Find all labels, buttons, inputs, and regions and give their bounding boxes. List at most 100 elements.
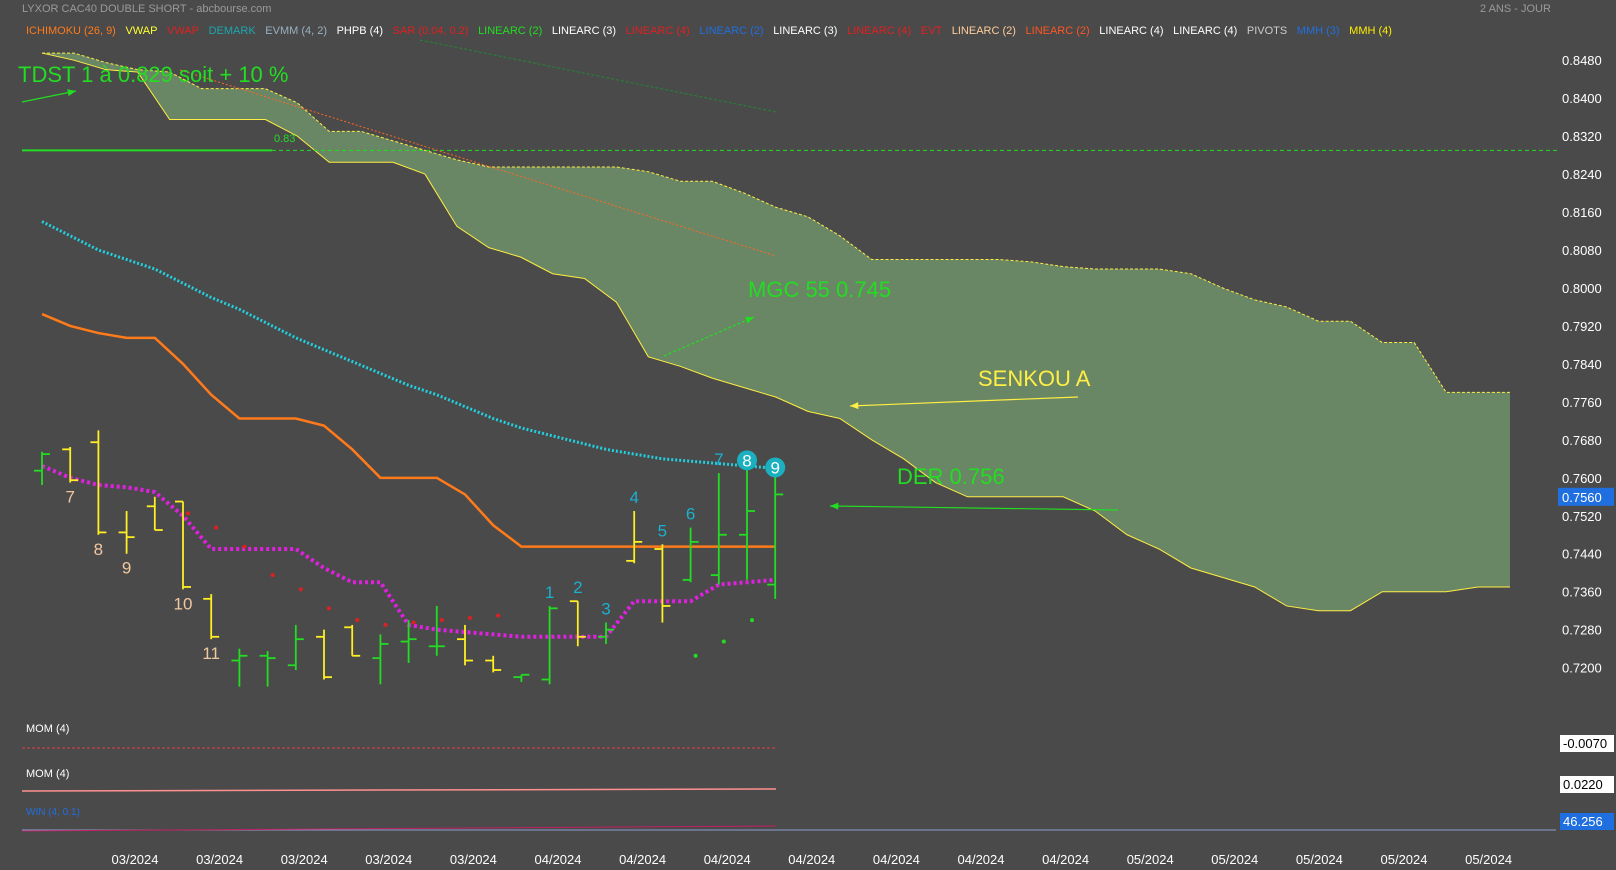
y-axis: 0.8480 0.8400 0.8320 0.8240 0.8160 0.8080 0.80… bbox=[1558, 53, 1614, 676]
ohlc-bar bbox=[569, 600, 586, 647]
x-axis: 03/2024 03/2024 03/2024 03/2024 03/2024 04/20… bbox=[112, 852, 1513, 867]
demark-count: 7 bbox=[714, 450, 723, 469]
subpanel-win-label: WIN (4, 0.1) bbox=[26, 807, 80, 818]
demark-count: 8 bbox=[94, 540, 103, 559]
demark-count: 11 bbox=[202, 644, 220, 663]
sar-dot bbox=[383, 622, 388, 627]
chart-title: LYXOR CAC40 DOUBLE SHORT - abcbourse.com bbox=[22, 3, 271, 15]
ohlc-bar bbox=[428, 605, 445, 656]
legend-item[interactable]: LINEARC (4) bbox=[1173, 25, 1237, 37]
x-tick-label: 04/2024 bbox=[535, 852, 582, 867]
x-tick-label: 03/2024 bbox=[281, 852, 328, 867]
sar-dot bbox=[411, 620, 416, 625]
y-tick-label: 0.7680 bbox=[1562, 433, 1602, 448]
y-tick-label: 0.7280 bbox=[1562, 623, 1602, 638]
demark-count: 10 bbox=[174, 594, 193, 613]
ohlc-bar bbox=[316, 629, 332, 680]
legend-item[interactable]: ICHIMOKU (26, 9) bbox=[26, 25, 116, 37]
y-tick-label: 0.7360 bbox=[1562, 585, 1602, 600]
x-tick-label: 03/2024 bbox=[365, 852, 412, 867]
x-tick-label: 03/2024 bbox=[450, 852, 497, 867]
subpanels: MOM (4) MOM (4) WIN (4, 0.1) -0.0070 0.02… bbox=[21, 723, 1614, 832]
y-tick-label: 0.8160 bbox=[1562, 205, 1602, 220]
subpanel-mom1-label: MOM (4) bbox=[26, 723, 69, 735]
legend-item[interactable]: LINEARC (3) bbox=[773, 25, 837, 37]
x-tick-label: 03/2024 bbox=[112, 852, 159, 867]
sar-dot bbox=[242, 544, 247, 549]
ohlc-bar bbox=[767, 475, 784, 599]
legend-item[interactable]: LINEARC (4) bbox=[847, 25, 911, 37]
annotations: TDST 1 à 0.829 soit + 10 % 0.83 MGC 55 0… bbox=[18, 62, 1119, 511]
demark-count: 9 bbox=[770, 458, 779, 477]
demark-count: 9 bbox=[122, 559, 131, 578]
legend-item[interactable]: EVMM (4, 2) bbox=[265, 25, 327, 37]
legend-item[interactable]: VWAP bbox=[125, 25, 157, 37]
subpanel-value: -0.0070 bbox=[1563, 736, 1607, 751]
legend-item[interactable]: SAR (0.04, 0.2) bbox=[393, 25, 469, 37]
senkou-a-line bbox=[42, 52, 1510, 393]
demark-count: 3 bbox=[601, 600, 610, 619]
annotation-arrow bbox=[829, 505, 1119, 511]
y-tick-label: 0.7440 bbox=[1562, 547, 1602, 562]
legend-item[interactable]: MMH (3) bbox=[1297, 25, 1340, 37]
y-tick-label: 0.8080 bbox=[1562, 243, 1602, 258]
senkou-b-line bbox=[41, 52, 1510, 612]
legend-item[interactable]: VWAP bbox=[167, 25, 199, 37]
annotation-mgc: MGC 55 0.745 bbox=[748, 277, 891, 302]
x-tick-label: 05/2024 bbox=[1465, 852, 1512, 867]
demark-count: 6 bbox=[686, 505, 695, 524]
y-tick-label: 0.8000 bbox=[1562, 281, 1602, 296]
ohlc-bar bbox=[34, 451, 50, 485]
kumo-fill bbox=[42, 53, 1510, 611]
demark-count: 7 bbox=[65, 488, 74, 507]
legend-item[interactable]: MMH (4) bbox=[1349, 25, 1392, 37]
chart-period: 2 ANS - JOUR bbox=[1480, 3, 1551, 15]
legend-item[interactable]: PIVOTS bbox=[1247, 25, 1287, 37]
ohlc-bar bbox=[62, 446, 79, 483]
annotation-tdst: TDST 1 à 0.829 soit + 10 % bbox=[18, 62, 288, 87]
ohlc-bar bbox=[344, 624, 361, 657]
x-tick-label: 04/2024 bbox=[1042, 852, 1089, 867]
ohlc-bar bbox=[513, 673, 530, 682]
subpanel-value: 46.256 bbox=[1563, 814, 1603, 829]
legend-item[interactable]: LINEARC (2) bbox=[952, 25, 1016, 37]
legend-item[interactable]: LINEARC (2) bbox=[1026, 25, 1090, 37]
sar-dot bbox=[214, 525, 219, 530]
demark-badge bbox=[765, 457, 786, 478]
demark-count: 5 bbox=[658, 521, 667, 540]
y-tick-label: 0.7600 bbox=[1562, 471, 1602, 486]
legend-item[interactable]: DEMARK bbox=[209, 25, 257, 37]
legend-item[interactable]: LINEARC (3) bbox=[552, 25, 616, 37]
demark-count: 2 bbox=[573, 578, 582, 597]
y-tick-label: 0.7200 bbox=[1562, 661, 1602, 676]
ohlc-bar bbox=[372, 634, 389, 685]
legend-item[interactable]: EVT bbox=[921, 25, 943, 37]
x-tick-label: 05/2024 bbox=[1381, 852, 1428, 867]
annotation-der: DER 0.756 bbox=[897, 464, 1005, 489]
ohlc-bar bbox=[682, 527, 699, 583]
x-tick-label: 03/2024 bbox=[196, 852, 243, 867]
linearc-orange-trend bbox=[179, 69, 777, 257]
linearc-green-trend bbox=[419, 39, 777, 113]
sar-dot bbox=[327, 606, 331, 611]
ohlc-bar bbox=[654, 544, 671, 623]
annotation-arrow bbox=[663, 316, 755, 357]
sar-dot bbox=[270, 573, 275, 578]
ohlc-bar bbox=[175, 500, 191, 590]
ohlc-bar bbox=[485, 655, 502, 673]
legend-item[interactable]: LINEARC (4) bbox=[1099, 25, 1163, 37]
ohlc-bar bbox=[203, 594, 220, 640]
legend-item[interactable]: LINEARC (4) bbox=[626, 25, 690, 37]
mom2-line bbox=[21, 788, 777, 792]
legend-item[interactable]: LINEARC (2) bbox=[478, 25, 542, 37]
legend-item[interactable]: LINEARC (2) bbox=[699, 25, 763, 37]
sar-dot bbox=[439, 618, 444, 623]
arrow-head bbox=[850, 402, 859, 410]
x-tick-label: 04/2024 bbox=[619, 852, 666, 867]
legend-item[interactable]: PHPB (4) bbox=[337, 25, 383, 37]
ohlc-bar bbox=[598, 622, 614, 644]
subpanel-value-badge bbox=[1560, 813, 1614, 830]
demark-line bbox=[41, 220, 776, 470]
x-tick-label: 05/2024 bbox=[1296, 852, 1343, 867]
price-bars bbox=[34, 430, 784, 687]
